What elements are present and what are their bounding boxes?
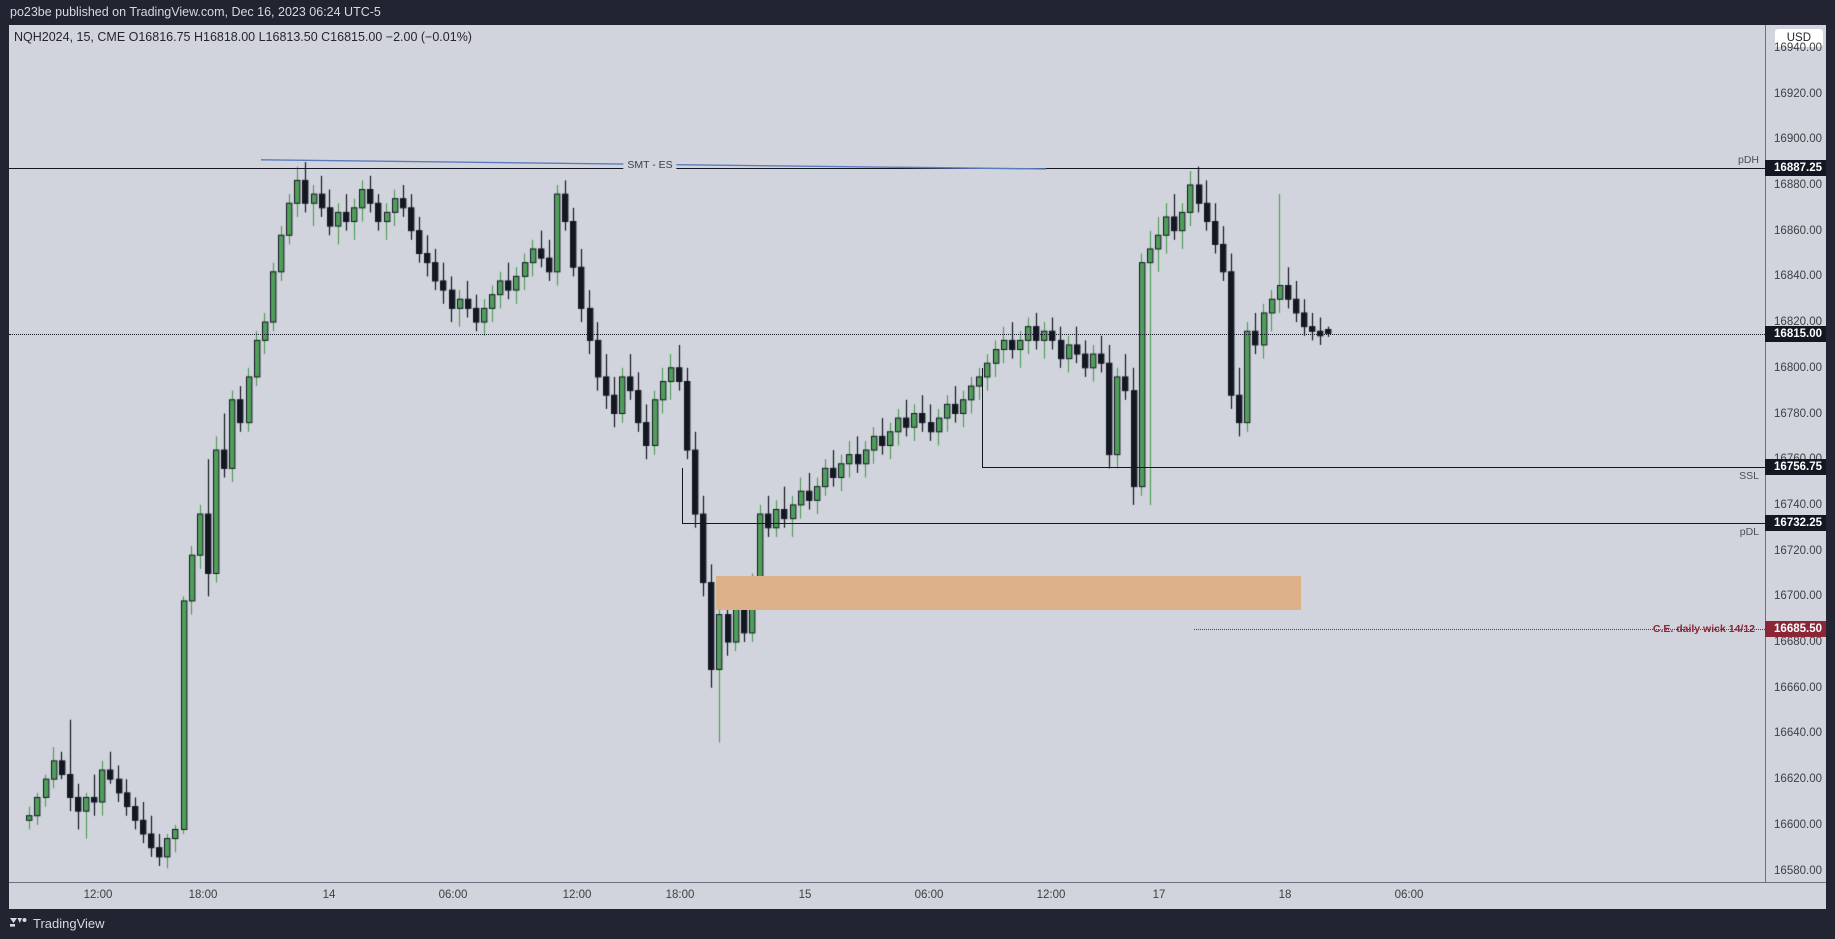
price-tick: 16680.00 [1774,636,1822,649]
price-tick: 16640.00 [1774,727,1822,740]
time-tick: 06:00 [1394,889,1424,901]
price-tick: 16780.00 [1774,407,1822,420]
time-tick: 14 [322,889,336,901]
price-tick: 16900.00 [1774,133,1822,146]
price-tag[interactable]: 16685.50 [1765,621,1826,638]
level-stub-pdl [682,468,683,523]
level-stub-ssl [982,367,983,467]
time-tick: 12:00 [1036,889,1066,901]
level-line-pdh[interactable] [9,168,1765,170]
level-label-pdl: pDL [1739,525,1759,538]
time-tick: 15 [798,889,812,901]
price-tag[interactable]: 16815.00 [1765,325,1826,342]
price-tick: 16840.00 [1774,270,1822,283]
publish-bar: po23be published on TradingView.com, Dec… [0,0,1835,25]
price-tag[interactable]: 16732.25 [1765,514,1826,531]
order-block-zone [716,575,1301,611]
time-tick: 06:00 [438,889,468,901]
price-tag[interactable]: 16756.75 [1765,458,1826,475]
tradingview-logo-text: TradingView [33,916,105,931]
level-label-pdh: pDH [1737,154,1759,167]
price-tick: 16580.00 [1774,864,1822,877]
price-tick: 16700.00 [1774,590,1822,603]
level-line-ce-daily-wick[interactable] [1194,629,1765,631]
price-tick: 16620.00 [1774,773,1822,786]
price-tag[interactable]: 16887.25 [1765,160,1826,177]
price-tick: 16880.00 [1774,178,1822,191]
level-line-ssl[interactable] [982,466,1765,468]
time-tick: 12:00 [562,889,592,901]
time-scale[interactable]: 12:00 18:00 14 06:00 12:00 18:00 15 06:00 12:00 1… [9,882,1826,909]
chart-legend: NQH2024, 15, CME O16816.75 H16818.00 L16… [14,30,472,44]
time-tick: 18 [1278,889,1292,901]
time-tick: 18:00 [665,889,695,901]
time-tick: 18:00 [188,889,218,901]
price-tick: 16860.00 [1774,224,1822,237]
level-label-ssl: SSL [1739,469,1759,482]
price-tick: 16660.00 [1774,681,1822,694]
tradingview-logo: TradingView [10,916,105,931]
level-line-pdl[interactable] [682,522,1765,524]
time-tick: 06:00 [914,889,944,901]
price-tick: 16800.00 [1774,361,1822,374]
currency-badge[interactable]: USD [1774,29,1823,47]
time-tick: 12:00 [83,889,113,901]
price-tick: 16940.00 [1774,41,1822,54]
time-tick: 17 [1152,889,1166,901]
chart-pane[interactable]: NQH2024, 15, CME O16816.75 H16818.00 L16… [9,25,1826,909]
smt-trendline-label: SMT - ES [623,159,677,172]
price-tick: 16720.00 [1774,544,1822,557]
candlestick-series [9,25,1765,882]
price-tick: 16600.00 [1774,818,1822,831]
level-label-ce-daily-wick: C.E. daily wick 14/12 [1652,623,1755,636]
smt-trendline[interactable] [9,25,1765,882]
price-tick: 16820.00 [1774,316,1822,329]
current-price-line [9,333,1765,335]
price-tick: 16920.00 [1774,87,1822,100]
plot-area[interactable]: pDH SSL pDL C.E. daily wick 14/12 SMT - ES [9,25,1765,882]
price-scale[interactable]: USD 16940.00 16920.00 16900.00 16880.00 1686… [1765,25,1826,882]
tradingview-logo-icon [10,917,27,927]
price-tick: 16740.00 [1774,498,1822,511]
